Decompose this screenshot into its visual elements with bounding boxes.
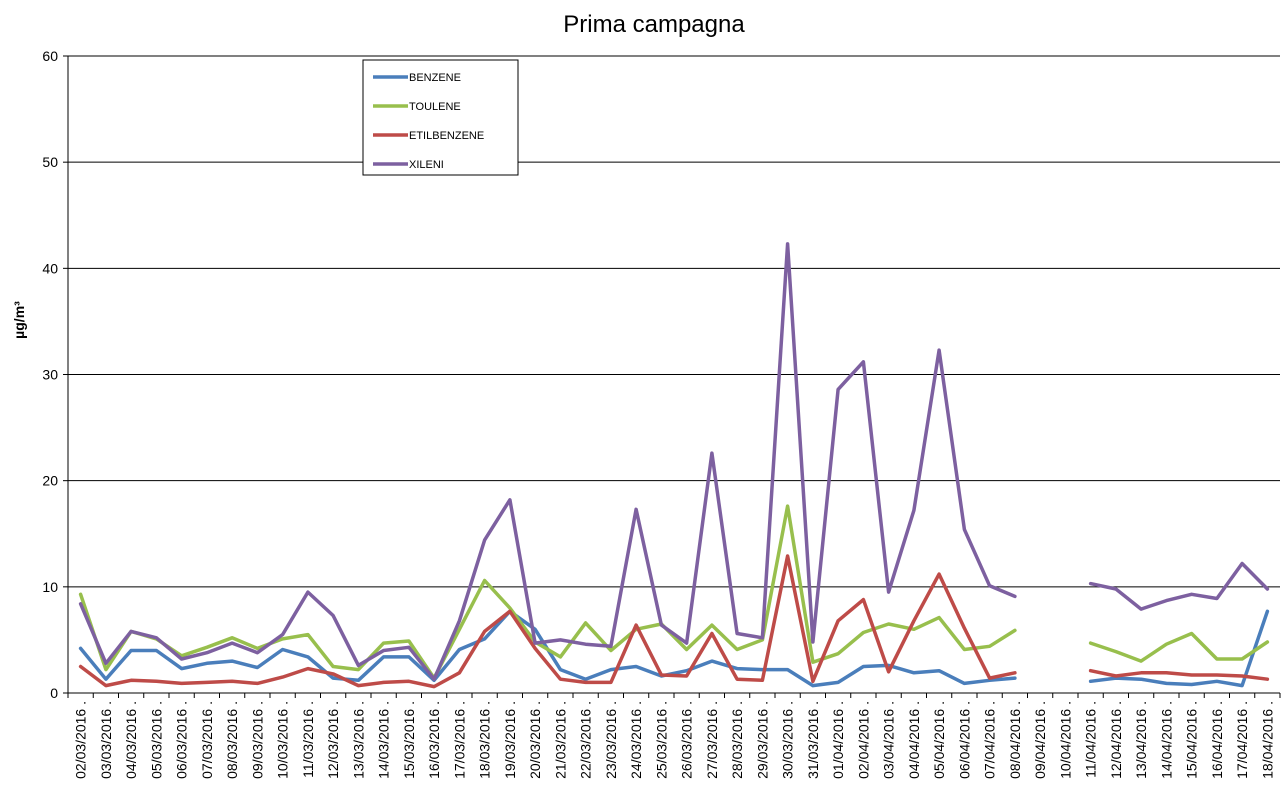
series-etilbenzene — [78, 554, 1270, 689]
legend: BENZENE TOULENE ETILBENZENE XILENI — [362, 59, 519, 176]
series-line — [1088, 561, 1270, 611]
y-tick-label: 30 — [42, 367, 58, 383]
legend-box — [362, 59, 519, 176]
x-tick-label: 10/03/2016 . — [275, 701, 291, 779]
series-line — [78, 242, 1017, 681]
legend-label: BENZENE — [409, 72, 461, 84]
x-tick-label: 14/03/2016 . — [376, 701, 392, 779]
x-tick-label: 02/03/2016 . — [73, 701, 89, 779]
x-tick-label: 25/03/2016 . — [653, 701, 669, 779]
x-tick-label: 14/04/2016 . — [1158, 701, 1174, 779]
x-tick-label: 30/03/2016 . — [780, 701, 796, 779]
series-lines — [78, 242, 1270, 689]
y-tick-labels: 0 10 20 30 40 50 60 — [42, 48, 58, 701]
chart-title: Prima campagna — [563, 11, 745, 38]
x-tick-label: 24/03/2016 . — [628, 701, 644, 779]
x-tick-label: 03/04/2016 . — [881, 701, 897, 779]
x-tick-label: 06/03/2016 . — [174, 701, 190, 779]
x-tick-label: 18/03/2016 . — [477, 701, 493, 779]
x-tick-label: 15/03/2016 . — [401, 701, 417, 779]
x-tick-label: 12/03/2016 . — [325, 701, 341, 779]
y-tick-label: 40 — [42, 260, 58, 276]
x-tick-label: 19/03/2016 . — [502, 701, 518, 779]
legend-label: ETILBENZENE — [409, 130, 484, 142]
x-tick-label: 08/03/2016 . — [224, 701, 240, 779]
x-tick-label: 16/03/2016 . — [426, 701, 442, 779]
y-tick-label: 60 — [42, 48, 58, 64]
x-tick-label: 28/03/2016 . — [729, 701, 745, 779]
x-tick-label: 05/04/2016 . — [931, 701, 947, 779]
x-tick-label: 20/03/2016 . — [527, 701, 543, 779]
x-tick-label: 13/04/2016 . — [1133, 701, 1149, 779]
axes — [63, 55, 1281, 698]
x-tick-labels: 02/03/2016 . 03/03/2016 . 04/03/2016 . 05/0… — [73, 701, 1276, 779]
y-axis-label: µg/m³ — [11, 301, 27, 339]
series-line — [1088, 668, 1270, 681]
x-tick-label: 11/03/2016 . — [300, 701, 316, 778]
series-line — [1088, 631, 1270, 663]
x-tick-label: 26/03/2016 . — [679, 701, 695, 779]
x-tick-label: 17/04/2016 . — [1234, 701, 1250, 779]
x-tick-label: 05/03/2016 . — [148, 701, 164, 779]
x-tick-label: 04/03/2016 . — [123, 701, 139, 779]
x-tick-label: 02/04/2016 . — [855, 701, 871, 779]
x-tick-label: 01/04/2016 . — [830, 701, 846, 779]
x-tick-label: 31/03/2016 . — [805, 701, 821, 779]
legend-item: BENZENE — [373, 72, 461, 84]
x-tick-label: 15/04/2016 . — [1184, 701, 1200, 779]
x-tick-label: 03/03/2016 . — [98, 701, 114, 779]
series-line — [78, 554, 1017, 689]
y-tick-label: 10 — [42, 579, 58, 595]
series-toulene — [78, 504, 1270, 680]
legend-label: TOULENE — [409, 101, 461, 113]
y-tick-label: 50 — [42, 154, 58, 170]
y-tick-label: 0 — [50, 685, 58, 701]
x-tick-label: 10/04/2016 . — [1057, 701, 1073, 779]
series-line — [78, 504, 1017, 680]
legend-item: ETILBENZENE — [373, 130, 484, 142]
x-tick-label: 07/04/2016 . — [982, 701, 998, 779]
x-tick-label: 06/04/2016 . — [956, 701, 972, 779]
x-tick-label: 13/03/2016 . — [350, 701, 366, 779]
legend-label: XILENI — [409, 159, 444, 171]
x-tick-label: 17/03/2016 . — [451, 701, 467, 779]
x-tick-label: 16/04/2016 . — [1209, 701, 1225, 779]
x-tick-label: 04/04/2016 . — [906, 701, 922, 779]
x-tick-label: 09/04/2016 . — [1032, 701, 1048, 779]
x-tick-label: 18/04/2016 . — [1259, 701, 1275, 779]
x-tick-label: 07/03/2016 . — [199, 701, 215, 779]
grid-lines — [68, 55, 1280, 588]
legend-item: XILENI — [373, 159, 444, 171]
x-tick-label: 27/03/2016 . — [704, 701, 720, 779]
series-xileni — [78, 242, 1270, 681]
y-tick-label: 20 — [42, 473, 58, 489]
x-tick-label: 12/04/2016 . — [1108, 701, 1124, 779]
series-line — [1088, 609, 1270, 688]
x-tick-label: 11/04/2016 . — [1083, 701, 1099, 778]
x-tick-label: 21/03/2016 . — [552, 701, 568, 779]
x-tick-label: 29/03/2016 . — [754, 701, 770, 779]
legend-item: TOULENE — [373, 101, 461, 113]
x-tick-label: 08/04/2016 . — [1007, 701, 1023, 779]
x-tick-label: 23/03/2016 . — [603, 701, 619, 779]
x-tick-label: 22/03/2016 . — [578, 701, 594, 779]
x-tick-label: 09/03/2016 . — [249, 701, 265, 779]
